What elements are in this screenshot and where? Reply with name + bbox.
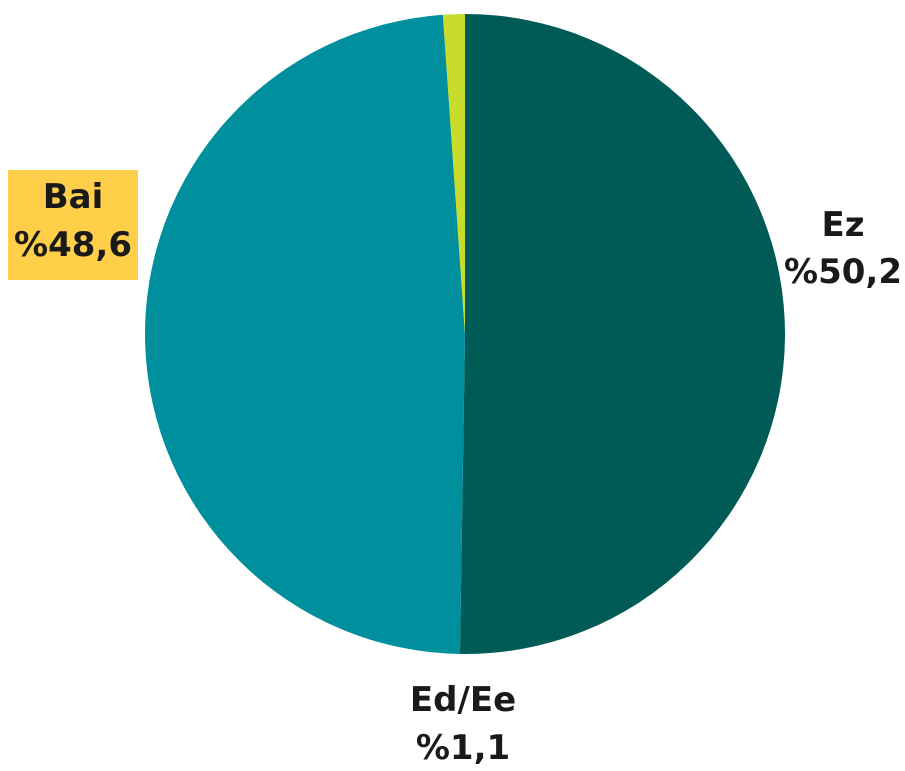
category-label-ez: Ez [821,205,864,245]
category-label-bai: Bai [43,177,104,217]
pie-slice-bai [144,14,466,654]
value-label-ed-ee: %1,1 [416,728,510,768]
value-label-bai: %48,6 [14,225,132,265]
slice-labels: Ez %50,2 Bai %48,6 Ed/Ee %1,1 [8,170,902,768]
pie-slice-ez [459,14,785,654]
value-label-ez: %50,2 [784,252,902,292]
label-highlight-box [8,170,138,280]
pie-slice-ed-ee [442,14,465,334]
pie-slices [144,14,785,654]
category-label-ed-ee: Ed/Ee [410,680,516,720]
